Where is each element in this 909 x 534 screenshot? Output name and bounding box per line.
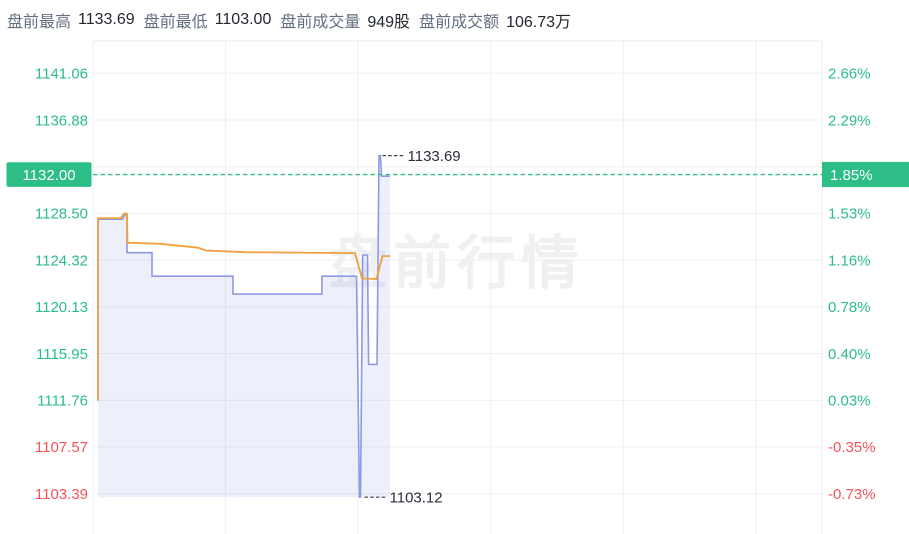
premarket-stats-bar: 盘前最高 1133.69 盘前最低 1103.00 盘前成交量 949股 盘前成… <box>0 0 909 40</box>
right-axis-tick: 0.78% <box>828 299 871 316</box>
left-axis-tick: 1124.32 <box>35 252 88 269</box>
low-annotation-label: 1103.12 <box>390 489 443 506</box>
high-annotation-label: 1133.69 <box>408 148 461 165</box>
stat-label: 盘前成交量 <box>280 14 361 31</box>
right-axis-tick: 2.66% <box>828 66 871 83</box>
right-axis-tick: 1.53% <box>828 206 871 223</box>
stat-label: 盘前最高 <box>7 14 72 31</box>
right-axis-tick: 1.16% <box>828 252 871 269</box>
stat-premarket-turnover: 盘前成交额 106.73万 <box>419 8 571 32</box>
right-axis-tick: 2.29% <box>828 112 871 129</box>
left-axis-tick: 1136.88 <box>35 112 88 129</box>
avg_price-line <box>97 212 390 401</box>
stat-value: 949股 <box>367 14 411 31</box>
right-axis-tick: 0.40% <box>828 346 871 363</box>
left-axis-tick: 1107.57 <box>35 439 88 456</box>
price-area-fill <box>98 155 390 498</box>
current-pct-label: 1.85% <box>830 167 873 184</box>
current-price-box <box>6 162 92 187</box>
stat-premarket-low: 盘前最低 1103.00 <box>144 8 272 32</box>
left-axis-tick: 1115.95 <box>36 346 88 363</box>
stat-label: 盘前最低 <box>143 14 208 31</box>
left-axis-tick: 1120.13 <box>35 299 88 316</box>
left-axis-tick: 1103.39 <box>35 486 88 503</box>
stat-value: 1103.00 <box>214 11 272 28</box>
right-axis-tick: -0.73% <box>828 486 876 503</box>
left-axis-tick: 1111.76 <box>37 393 88 410</box>
stat-premarket-volume: 盘前成交量 949股 <box>280 8 410 32</box>
left-axis-tick: 1141.06 <box>35 66 88 83</box>
left-axis-tick: 1128.50 <box>35 206 88 223</box>
stat-value: 106.73万 <box>506 14 572 31</box>
stat-value: 1133.69 <box>78 11 135 28</box>
current-price-label: 1132.00 <box>22 167 75 184</box>
current-pct-box <box>822 161 909 188</box>
stat-label: 盘前成交额 <box>419 14 500 31</box>
stat-premarket-high: 盘前最高 1133.69 <box>7 8 135 32</box>
right-axis-tick: -0.35% <box>828 439 876 456</box>
right-axis-tick: 0.03% <box>828 393 871 410</box>
